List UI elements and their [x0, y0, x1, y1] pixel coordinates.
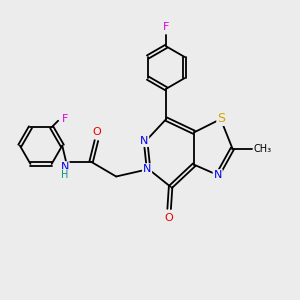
- Text: N: N: [60, 162, 69, 172]
- Text: S: S: [217, 112, 225, 125]
- Text: N: N: [140, 136, 148, 146]
- Text: N: N: [214, 170, 222, 180]
- Text: N: N: [143, 164, 151, 174]
- Text: F: F: [163, 22, 169, 32]
- Text: F: F: [61, 114, 68, 124]
- Text: H: H: [61, 170, 68, 180]
- Text: CH₃: CH₃: [254, 143, 272, 154]
- Text: O: O: [165, 213, 173, 223]
- Text: O: O: [92, 127, 101, 137]
